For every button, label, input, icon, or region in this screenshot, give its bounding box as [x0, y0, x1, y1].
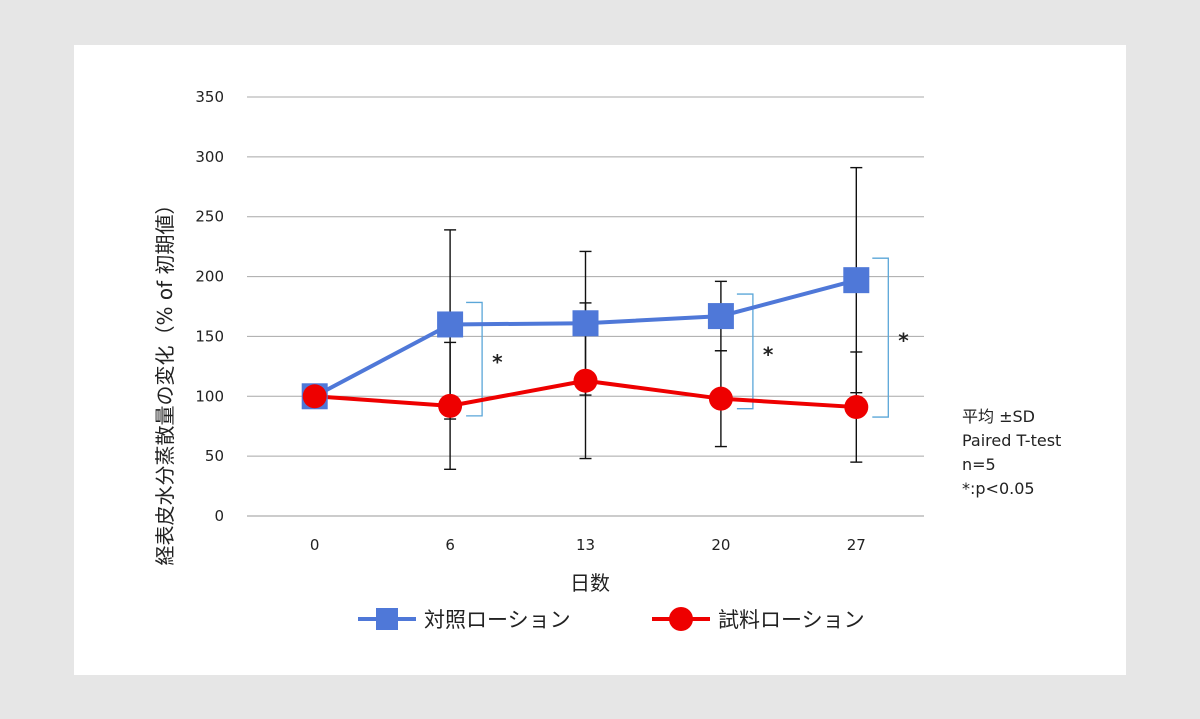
- significance-brackets: * * *: [466, 257, 909, 418]
- x-axis-title: 日数: [570, 571, 610, 595]
- x-tick-label: 13: [576, 536, 595, 554]
- significance-star: *: [898, 329, 909, 353]
- legend-item-sample: 試料ローション: [652, 607, 865, 632]
- note-test: Paired T-test: [962, 431, 1061, 450]
- data-point-square: [572, 310, 599, 337]
- series-markers: [301, 267, 870, 420]
- y-tick-label: 350: [195, 88, 224, 106]
- data-point-circle: [438, 393, 463, 418]
- y-tick-label: 200: [195, 268, 224, 286]
- data-point-square: [707, 303, 734, 330]
- y-tick-labels: 0 50 100 150 200 250 300 350: [195, 88, 224, 525]
- data-point-circle: [302, 384, 327, 409]
- legend: 対照ローション 試料ローション: [358, 607, 865, 632]
- x-tick-labels: 0 6 13 20 27: [310, 536, 866, 554]
- legend-item-control: 対照ローション: [358, 608, 571, 632]
- significance-star: *: [492, 350, 503, 374]
- y-tick-label: 0: [214, 507, 224, 525]
- legend-square-icon: [376, 608, 398, 630]
- y-tick-label: 150: [195, 327, 224, 345]
- y-axis-title: 経表皮水分蒸散量の変化（% of 初期値）: [153, 195, 177, 566]
- y-tick-label: 300: [195, 148, 224, 166]
- y-tick-label: 100: [195, 387, 224, 405]
- legend-label-control: 対照ローション: [424, 608, 571, 632]
- stats-notes: 平均 ±SD Paired T-test n=5 *:p<0.05: [962, 407, 1061, 498]
- y-tick-label: 250: [195, 208, 224, 226]
- data-point-circle: [844, 395, 869, 420]
- significance-bracket: [466, 301, 483, 417]
- significance-bracket: [872, 257, 889, 418]
- data-point-square: [843, 267, 870, 294]
- x-tick-label: 6: [445, 536, 455, 554]
- significance-bracket: [736, 293, 754, 410]
- note-n: n=5: [962, 455, 996, 474]
- legend-label-sample: 試料ローション: [718, 608, 865, 632]
- legend-circle-icon: [669, 607, 693, 631]
- x-tick-label: 20: [711, 536, 730, 554]
- data-point-circle: [573, 368, 598, 393]
- x-tick-label: 0: [310, 536, 320, 554]
- chart-panel: 0 50 100 150 200 250 300 350 0 6 13 20 27 * * * 日数 経表…: [74, 45, 1126, 675]
- x-tick-label: 27: [847, 536, 866, 554]
- significance-star: *: [763, 342, 774, 366]
- note-mean-sd: 平均 ±SD: [962, 407, 1035, 426]
- y-tick-label: 50: [205, 447, 224, 465]
- data-point-square: [437, 311, 464, 338]
- note-p: *:p<0.05: [962, 479, 1035, 498]
- line-chart: 0 50 100 150 200 250 300 350 0 6 13 20 27 * * * 日数 経表…: [153, 88, 1061, 632]
- data-point-circle: [708, 386, 733, 411]
